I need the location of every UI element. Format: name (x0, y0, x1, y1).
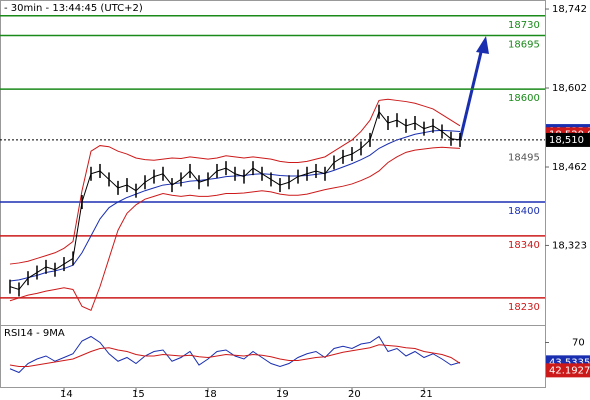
level-label: 18400 (508, 206, 540, 217)
level-label: 18730 (508, 20, 540, 31)
x-tick-label: 18 (204, 389, 217, 400)
rsi-panel (0, 325, 546, 388)
level-label: 18495 (508, 152, 540, 163)
x-tick-label: 14 (60, 389, 73, 400)
x-tick-label: 21 (420, 389, 433, 400)
rsi-tag-label: 43.5335 (549, 357, 590, 368)
arrow-shaft (458, 47, 484, 141)
series-line (9, 110, 461, 291)
y-tick-label: 18,462 (552, 162, 587, 173)
x-tick-label: 15 (132, 389, 145, 400)
rsi-tick-label: 70 (572, 338, 585, 349)
rsi-tag (546, 363, 590, 378)
level-label: 18230 (508, 302, 540, 313)
rsi-label: RSI14 - 9MA (4, 328, 65, 339)
price-tag-label: 18,510 (549, 135, 584, 146)
y-tick-label: 18,602 (552, 83, 587, 94)
arrow-head (476, 36, 489, 54)
x-tick-label: 20 (348, 389, 361, 400)
rsi-tag-label: 42.1927 (549, 365, 590, 376)
series-line (9, 344, 461, 367)
chart-title: - 30min - 13:44:45 (UTC+2) (4, 3, 143, 14)
level-label: 18600 (508, 93, 540, 104)
series-line (9, 146, 461, 311)
level-label: 18340 (508, 240, 540, 251)
y-tick-label: 18,323 (552, 240, 587, 251)
price-tag (546, 132, 590, 147)
y-tick-label: 18,742 (552, 4, 587, 15)
x-tick-label: 19 (276, 389, 289, 400)
series-line (9, 335, 461, 374)
series-line (9, 98, 461, 265)
level-label: 18695 (508, 40, 540, 51)
